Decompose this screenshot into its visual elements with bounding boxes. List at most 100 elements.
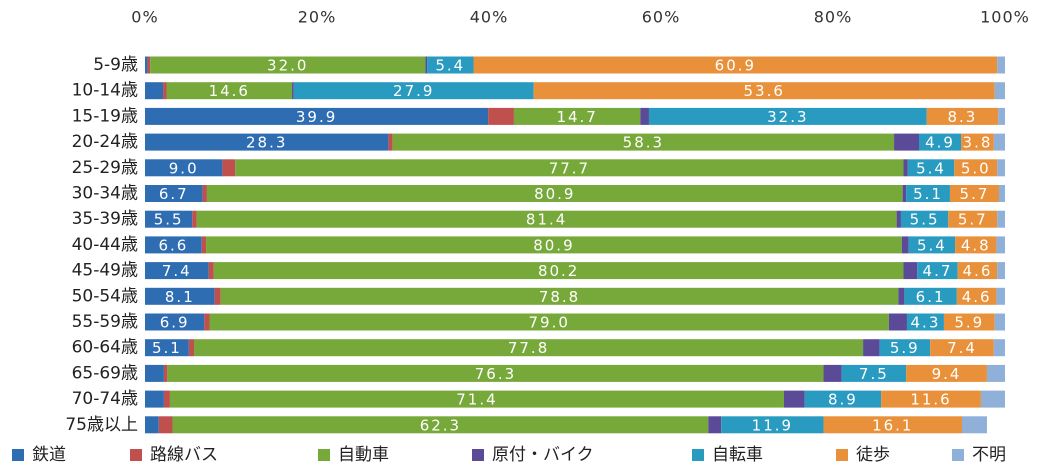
- y-tick-label: 25-29歳: [72, 158, 138, 178]
- data-label: 80.2: [538, 262, 579, 280]
- bar-segment: [996, 236, 1005, 254]
- legend-swatch: [130, 449, 142, 461]
- bar-segment: [841, 364, 907, 382]
- bar-segment: [145, 159, 223, 177]
- bar-segment: [169, 390, 784, 408]
- x-tick-label: 60%: [642, 8, 681, 27]
- x-tick-label: 80%: [814, 8, 853, 27]
- bar-segment: [994, 313, 1005, 331]
- legend-label: 不明: [972, 445, 1006, 465]
- bar-segment: [163, 364, 168, 382]
- y-tick-label: 65-69歳: [72, 363, 138, 383]
- data-label: 71.4: [456, 391, 497, 409]
- bar-segment: [392, 133, 895, 151]
- data-label: 76.3: [475, 365, 516, 383]
- bar-segment: [292, 82, 294, 100]
- data-label: 5.9: [890, 339, 920, 357]
- data-label: 4.7: [923, 262, 953, 280]
- bar-segment: [903, 159, 908, 177]
- bar-segment: [906, 185, 950, 202]
- data-label: 7.4: [947, 339, 977, 357]
- bar-segment: [427, 56, 474, 74]
- bar-segment: [192, 210, 197, 228]
- legend-label: 自転車: [712, 445, 763, 465]
- data-label: 77.8: [508, 339, 549, 357]
- bar-segment: [147, 56, 151, 74]
- legend-label: 自動車: [338, 445, 389, 465]
- y-tick-label: 20-24歳: [72, 132, 138, 152]
- bar-segment: [900, 210, 949, 228]
- bar-segment: [204, 313, 210, 331]
- bar-segment: [201, 236, 207, 254]
- data-label: 39.9: [296, 108, 337, 126]
- data-label: 77.7: [549, 159, 590, 177]
- bar-segment: [949, 185, 999, 202]
- legend-swatch: [952, 449, 964, 461]
- bar-segment: [388, 133, 393, 151]
- bar-segment: [907, 159, 955, 177]
- data-label: 5.5: [154, 211, 184, 229]
- y-tick-label: 55-59歳: [72, 312, 138, 332]
- bar-segment: [997, 56, 1005, 74]
- bar-segment: [997, 262, 1005, 280]
- bar-segment: [980, 390, 1005, 408]
- data-label: 11.9: [752, 416, 793, 434]
- x-tick-label: 100%: [980, 8, 1030, 27]
- bar-segment: [888, 313, 907, 331]
- bar-segment: [943, 313, 995, 331]
- bar-segment: [145, 133, 389, 151]
- data-label: 53.6: [743, 82, 784, 100]
- data-label: 79.0: [528, 314, 569, 332]
- data-label: 9.0: [169, 159, 199, 177]
- legend-swatch: [472, 449, 484, 461]
- bar-segment: [194, 339, 864, 357]
- bar-segment: [823, 364, 842, 382]
- data-label: 28.3: [246, 134, 287, 152]
- bar-segment: [209, 313, 889, 331]
- bar-segment: [473, 56, 998, 74]
- data-label: 6.1: [916, 288, 946, 306]
- bar-segment: [904, 287, 957, 305]
- data-label: 60.9: [715, 57, 756, 75]
- bar-segment: [145, 236, 202, 254]
- legend-label: 徒歩: [856, 445, 890, 465]
- legend-label: 路線バス: [150, 445, 218, 465]
- bar-segment: [145, 287, 215, 305]
- bar-segment: [158, 416, 173, 434]
- bar-segment: [962, 416, 987, 434]
- bar-segment: [145, 107, 489, 125]
- data-label: 4.8: [961, 236, 991, 254]
- data-label: 3.8: [963, 134, 993, 152]
- bar-segment: [919, 133, 962, 151]
- bar-segment: [993, 339, 1005, 357]
- bar-segment: [145, 364, 164, 382]
- bar-segment: [901, 236, 909, 254]
- y-tick-label: 50-54歳: [72, 286, 138, 306]
- bar-segment: [903, 262, 918, 280]
- bar-segment: [213, 262, 904, 280]
- data-label: 8.3: [948, 108, 978, 126]
- bar-segment: [957, 262, 998, 280]
- y-tick-label: 60-64歳: [72, 338, 138, 358]
- data-label: 4.6: [963, 262, 993, 280]
- bar-segment: [188, 339, 195, 357]
- data-label: 6.6: [158, 236, 188, 254]
- bar-segment: [863, 339, 880, 357]
- bar-segment: [954, 159, 998, 177]
- bar-segment: [996, 287, 1005, 305]
- bar-segment: [926, 107, 999, 125]
- legend-swatch: [12, 449, 24, 461]
- legend-swatch: [836, 449, 848, 461]
- bar-segment: [896, 210, 901, 228]
- bar-segment: [948, 210, 998, 228]
- bar-segment: [708, 416, 722, 434]
- bar-segment: [955, 236, 997, 254]
- data-label: 5.5: [910, 211, 940, 229]
- x-tick-label: 0%: [131, 8, 158, 27]
- data-label: 16.1: [872, 416, 913, 434]
- bar-segment: [220, 287, 899, 305]
- legend-swatch: [692, 449, 704, 461]
- data-label: 8.9: [828, 391, 858, 409]
- bar-segment: [145, 82, 164, 100]
- x-tick-label: 40%: [470, 8, 509, 27]
